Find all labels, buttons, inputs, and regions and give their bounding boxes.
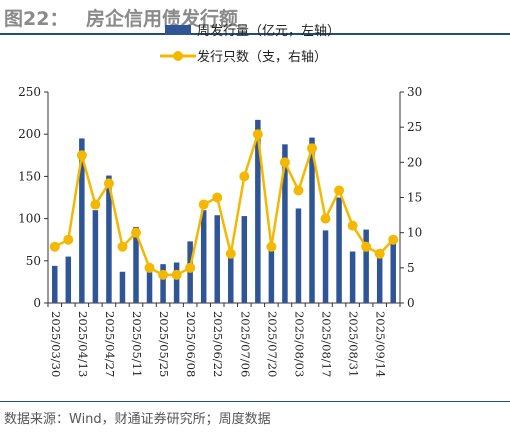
bar	[92, 210, 99, 303]
line-point	[374, 248, 385, 259]
x-tick-label: 2025/07/06	[238, 311, 252, 377]
bar	[322, 230, 329, 303]
y-left-tick-label: 200	[18, 127, 41, 141]
bar	[295, 208, 302, 303]
line-point	[347, 220, 358, 231]
bar	[282, 144, 288, 303]
x-tick-label: 2025/08/03	[292, 311, 306, 377]
x-tick-label: 2025/05/25	[157, 311, 171, 377]
axes: 0 50 100 150 200 250 0 5 10 15 20 25 30	[18, 85, 422, 310]
legend-bar-label: 周发行量（亿元，左轴）	[197, 23, 340, 39]
figure-number: 图22：	[4, 8, 69, 30]
line-point	[293, 185, 304, 196]
line-point	[279, 157, 290, 168]
bar	[146, 265, 153, 303]
y-right-tick-label: 30	[407, 85, 422, 99]
bar	[268, 243, 275, 303]
line-point	[266, 241, 277, 252]
y-right-tick-label: 10	[407, 226, 422, 240]
footer-rule	[0, 401, 510, 402]
bar	[214, 215, 220, 303]
bar	[390, 239, 396, 303]
y-right-tick-label: 15	[407, 191, 422, 205]
line-point	[185, 262, 196, 273]
line-point	[76, 150, 87, 161]
bar	[79, 138, 85, 303]
bar	[160, 264, 166, 303]
y-right-tick-label: 20	[407, 155, 422, 169]
line-point	[117, 241, 128, 252]
legend-line-marker	[173, 51, 183, 61]
line-point	[252, 129, 263, 140]
line-point	[131, 227, 141, 238]
line-series	[49, 129, 399, 280]
line-point	[239, 171, 250, 182]
y-right-tick-label: 0	[407, 296, 415, 310]
line-point	[103, 178, 114, 189]
bar	[376, 254, 383, 303]
line-point	[49, 241, 60, 252]
y-left-tick-label: 150	[18, 169, 41, 183]
line-point	[388, 234, 399, 245]
y-left-tick-label: 100	[18, 212, 41, 226]
line-point	[320, 213, 331, 224]
x-tick-label: 2025/08/17	[320, 311, 334, 377]
x-tick-label: 2025/04/27	[103, 311, 117, 377]
line-point	[158, 269, 169, 280]
line-point	[307, 143, 317, 154]
line-point	[198, 199, 209, 210]
legend: 周发行量（亿元，左轴） 发行只数（支，右轴）	[160, 23, 340, 65]
bar	[119, 271, 126, 303]
x-tick-label: 2025/06/22	[211, 311, 225, 377]
x-tick-labels: 2025/03/30 2025/04/13 2025/04/27 2025/05/11…	[49, 311, 388, 377]
line-point	[90, 199, 101, 210]
bar	[65, 256, 72, 303]
bar	[200, 210, 207, 303]
bar	[336, 197, 342, 303]
figure-title: 房企信用债发行额	[86, 8, 239, 30]
source-note: 数据来源：Wind，财通证券研究所；周度数据	[4, 412, 271, 427]
line-point	[225, 248, 236, 259]
line-point	[212, 192, 223, 203]
y-right-tick-label: 5	[407, 261, 415, 275]
line-point	[334, 185, 345, 196]
bar	[349, 251, 356, 303]
bar-series	[52, 119, 396, 304]
legend-bar-swatch	[165, 25, 191, 35]
line-point	[171, 269, 182, 280]
y-right-tick-label: 25	[407, 120, 422, 134]
x-tick-label: 2025/03/30	[49, 311, 63, 377]
figure-header: 图22： 房企信用债发行额	[0, 0, 510, 36]
bar	[52, 265, 58, 303]
x-tick-label: 2025/06/08	[184, 311, 198, 377]
bar	[309, 137, 315, 303]
x-tick-label: 2025/09/14	[374, 311, 388, 377]
x-tick-label: 2025/07/20	[265, 311, 279, 377]
header-rule	[0, 33, 510, 35]
x-tick-label: 2025/05/11	[130, 311, 144, 377]
bar	[173, 262, 180, 303]
x-tick-label: 2025/04/13	[76, 311, 90, 377]
bar	[255, 119, 261, 304]
bar	[241, 216, 248, 303]
y-left-tick-label: 250	[18, 85, 41, 99]
bar	[133, 227, 139, 303]
bar	[106, 175, 112, 303]
line-point	[63, 234, 74, 245]
y-left-tick-label: 50	[26, 254, 41, 268]
line-point	[361, 241, 372, 252]
count-line	[54, 132, 395, 277]
x-tick-label: 2025/08/31	[347, 311, 361, 377]
line-point	[144, 262, 155, 273]
legend-line-label: 发行只数（支，右轴）	[197, 49, 327, 65]
bar	[363, 229, 369, 303]
bar	[228, 254, 234, 303]
y-left-tick-label: 0	[33, 296, 41, 310]
